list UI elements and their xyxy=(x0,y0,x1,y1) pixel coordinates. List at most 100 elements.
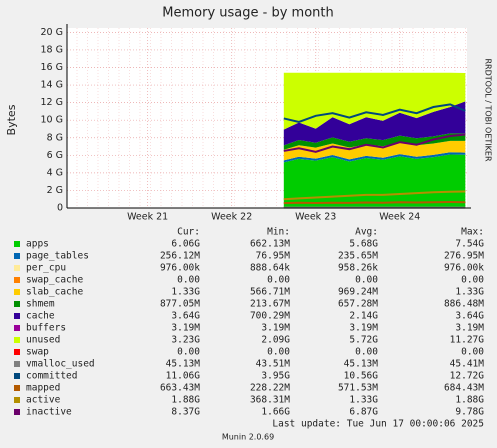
legend-header: Cur: xyxy=(177,227,200,238)
legend-stat: 0.00 xyxy=(267,347,290,358)
area xyxy=(283,152,466,163)
legend-header: Max: xyxy=(461,227,484,238)
legend-swatch xyxy=(14,301,20,307)
last-update: Last update: Tue Jun 17 00:00:06 2025 xyxy=(272,419,484,430)
legend-stat: 0.00 xyxy=(355,347,378,358)
side-label: RRDTOOL / TOBI OETIKER xyxy=(484,58,493,161)
legend-swatch xyxy=(14,361,20,367)
legend-label: page_tables xyxy=(26,251,89,262)
legend-stat: 1.33G xyxy=(171,287,200,298)
legend-stat: 958.26k xyxy=(338,263,378,274)
legend-stat: 1.66G xyxy=(261,407,290,418)
legend-stat: 256.12M xyxy=(160,251,200,262)
line xyxy=(283,190,466,201)
legend-stat: 2.09G xyxy=(261,335,290,346)
legend-stat: 276.95M xyxy=(444,251,484,262)
line xyxy=(283,133,466,153)
legend-label: swap_cache xyxy=(26,275,83,286)
legend-header: Min: xyxy=(267,227,290,238)
legend-stat: 43.51M xyxy=(256,359,291,370)
legend-stat: 663.43M xyxy=(160,383,200,394)
y-tick-label: 8 G xyxy=(47,132,63,143)
y-tick-label: 20 G xyxy=(41,27,63,38)
legend-stat: 969.24M xyxy=(338,287,378,298)
legend-stat: 0.00 xyxy=(461,347,484,358)
legend-stat: 3.19M xyxy=(261,323,290,334)
legend-label: cache xyxy=(26,311,55,322)
legend-stat: 700.29M xyxy=(250,311,290,322)
line xyxy=(283,103,466,123)
legend-stat: 0.00 xyxy=(267,275,290,286)
legend-label: inactive xyxy=(26,407,72,418)
legend-swatch xyxy=(14,373,20,379)
legend-stat: 3.95G xyxy=(261,371,290,382)
legend-stat: 1.88G xyxy=(171,395,200,406)
y-tick-label: 18 G xyxy=(41,44,63,55)
legend-swatch xyxy=(14,325,20,331)
x-tick-label: Week 22 xyxy=(211,212,252,223)
legend-stat: 684.43M xyxy=(444,383,484,394)
legend-stat: 3.23G xyxy=(171,335,200,346)
legend-swatch xyxy=(14,397,20,403)
legend-label: vmalloc_used xyxy=(26,359,95,370)
area xyxy=(283,133,466,150)
legend-label: committed xyxy=(26,371,77,382)
legend-stat: 235.65M xyxy=(338,251,378,262)
legend-stat: 6.06G xyxy=(171,239,200,250)
legend-label: shmem xyxy=(26,299,55,310)
legend-stat: 657.28M xyxy=(338,299,378,310)
legend-stat: 886.48M xyxy=(444,299,484,310)
legend-stat: 3.64G xyxy=(171,311,200,322)
y-tick-label: 16 G xyxy=(41,62,63,73)
y-tick-label: 10 G xyxy=(41,115,63,126)
legend-stat: 368.31M xyxy=(250,395,290,406)
legend-swatch xyxy=(14,337,20,343)
legend-stat: 2.14G xyxy=(349,311,378,322)
legend-label: buffers xyxy=(26,323,66,334)
legend-stat: 3.19M xyxy=(455,323,484,334)
y-axis-label: Bytes xyxy=(5,104,18,135)
legend-stat: 5.68G xyxy=(349,239,378,250)
x-tick-label: Week 21 xyxy=(127,212,168,223)
line xyxy=(283,201,466,205)
legend-stat: 11.06G xyxy=(166,371,201,382)
legend-stat: 0.00 xyxy=(177,275,200,286)
legend-label: swap xyxy=(26,347,49,358)
area xyxy=(283,101,466,146)
legend-label: unused xyxy=(26,335,60,346)
legend-stat: 877.05M xyxy=(160,299,200,310)
area xyxy=(283,140,466,161)
legend-stat: 5.72G xyxy=(349,335,378,346)
legend-swatch xyxy=(14,265,20,271)
legend-stat: 213.67M xyxy=(250,299,290,310)
legend-stat: 8.37G xyxy=(171,407,200,418)
legend-stat: 888.64k xyxy=(250,263,290,274)
legend-label: apps xyxy=(26,239,49,250)
x-tick-label: Week 23 xyxy=(295,212,336,223)
legend-stat: 9.78G xyxy=(455,407,484,418)
legend-stat: 0.00 xyxy=(177,347,200,358)
footer: Munin 2.0.69 xyxy=(222,433,274,442)
legend-stat: 662.13M xyxy=(250,239,290,250)
x-tick-label: Week 24 xyxy=(379,212,420,223)
legend-swatch xyxy=(14,385,20,391)
legend-stat: 1.88G xyxy=(455,395,484,406)
legend-swatch xyxy=(14,277,20,283)
y-tick-label: 4 G xyxy=(47,167,63,178)
legend-label: per_cpu xyxy=(26,263,66,274)
legend-stat: 3.64G xyxy=(455,311,484,322)
legend-label: mapped xyxy=(26,383,60,394)
legend-swatch xyxy=(14,289,20,295)
legend-stat: 1.33G xyxy=(349,395,378,406)
legend-stat: 976.00k xyxy=(160,263,200,274)
y-tick-label: 12 G xyxy=(41,97,63,108)
legend-stat: 76.95M xyxy=(256,251,291,262)
legend-stat: 1.33G xyxy=(455,287,484,298)
legend-header: Avg: xyxy=(355,227,378,238)
legend-stat: 6.87G xyxy=(349,407,378,418)
chart-title: Memory usage - by month xyxy=(162,6,333,21)
legend-stat: 45.13M xyxy=(166,359,201,370)
y-tick-label: 14 G xyxy=(41,80,63,91)
